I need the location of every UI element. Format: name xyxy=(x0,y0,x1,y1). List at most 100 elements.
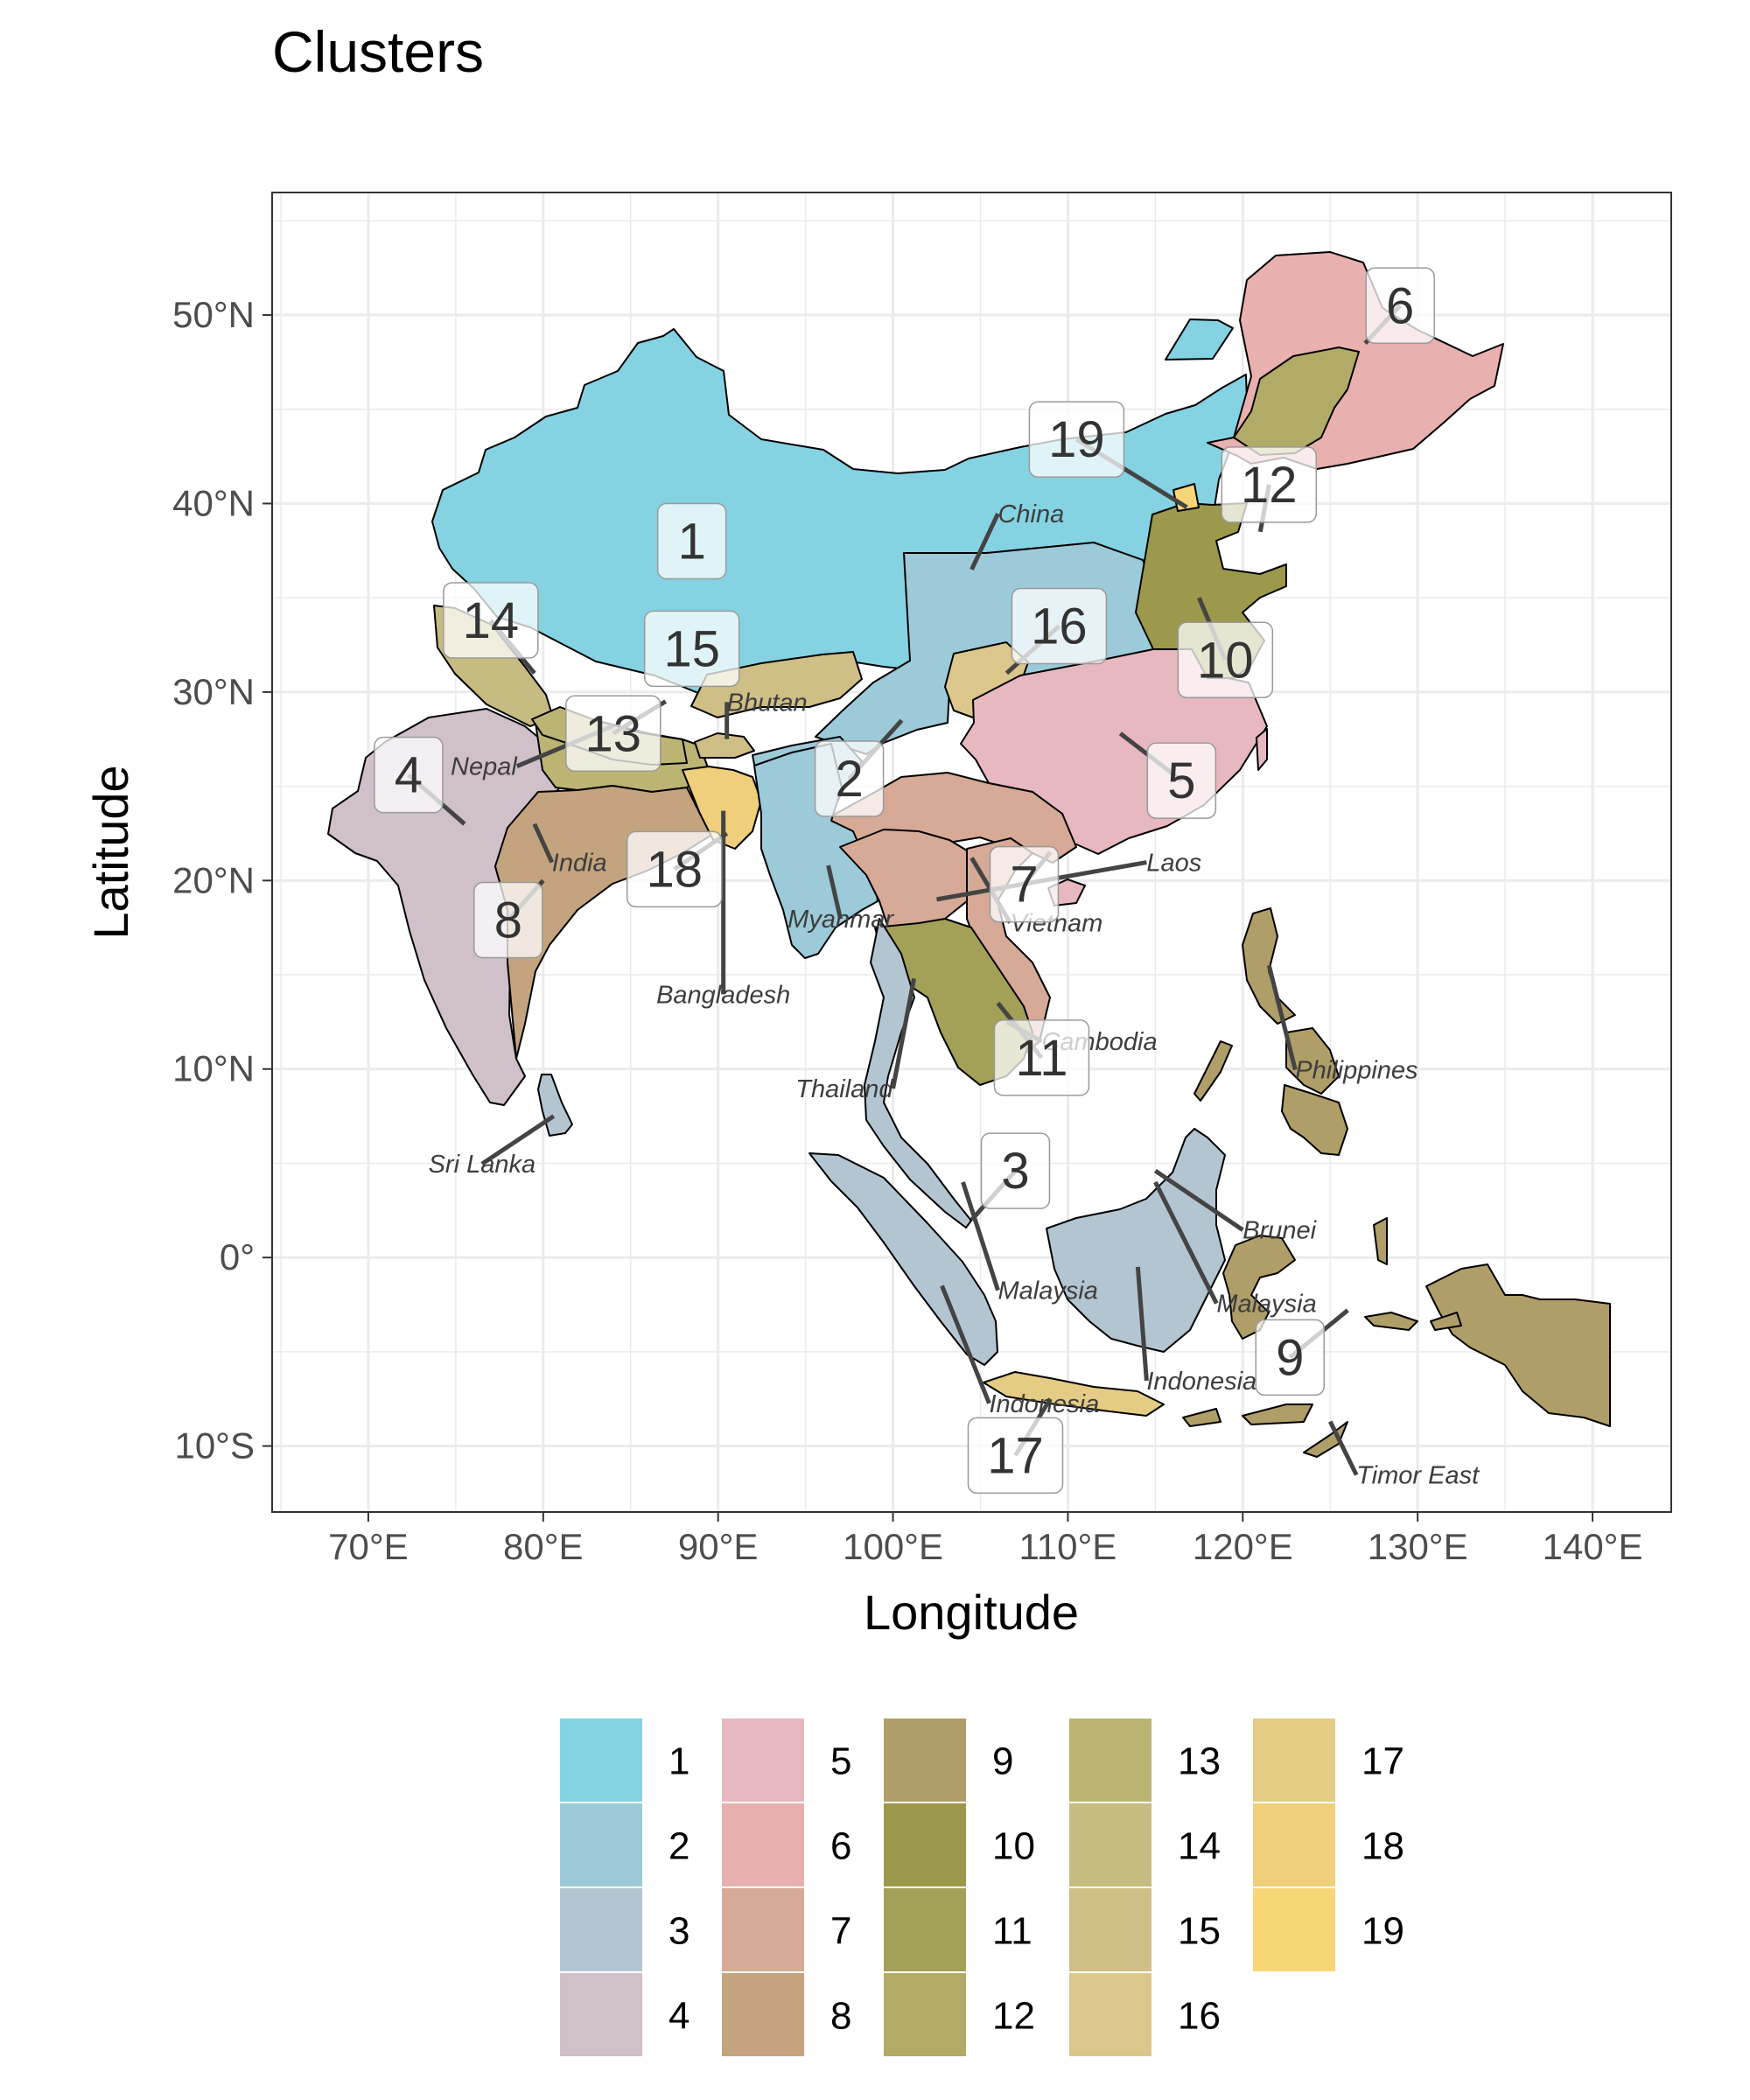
cluster-label-box xyxy=(1146,742,1217,819)
cluster-label-box xyxy=(980,1132,1051,1209)
country-label: China xyxy=(998,500,1064,528)
country-label: Malaysia xyxy=(998,1278,1097,1306)
country-label: Malaysia xyxy=(1216,1291,1316,1319)
mindanao-region xyxy=(1281,1084,1348,1156)
legend-key-cluster-18 xyxy=(1253,1803,1335,1886)
cluster-label-box xyxy=(374,736,444,814)
new-guinea-region xyxy=(1425,1264,1611,1427)
y-axis-title: Latitude xyxy=(83,765,138,939)
legend-label: 4 xyxy=(668,1995,690,2038)
cluster-label-box xyxy=(643,610,740,688)
land-layer xyxy=(327,251,1611,1458)
country-label: Philippines xyxy=(1295,1057,1418,1085)
plot-panel-border xyxy=(271,192,1672,1513)
java-region xyxy=(983,1371,1165,1417)
maluku-region xyxy=(1364,1312,1418,1331)
cluster-label: 3 xyxy=(1001,1143,1029,1200)
cluster-label: 8 xyxy=(494,892,522,949)
legend-key-cluster-9 xyxy=(884,1718,966,1802)
legend-key-cluster-13 xyxy=(1069,1718,1152,1802)
x-tick-label: 120°E xyxy=(1193,1526,1293,1567)
country-label: Timor East xyxy=(1356,1462,1480,1490)
legend-key-cluster-1 xyxy=(560,1718,642,1802)
northeast-cluster-12-region xyxy=(1233,346,1360,456)
cluster-label: 12 xyxy=(1241,457,1298,514)
x-tick-label: 70°E xyxy=(328,1526,409,1567)
legend-key-cluster-5 xyxy=(722,1718,804,1802)
country-label-leader xyxy=(891,977,916,1089)
cluster-label-box xyxy=(1028,401,1125,478)
china-cluster-15-region xyxy=(690,651,863,718)
lesser-sunda-islands-2-region xyxy=(1242,1404,1313,1425)
country-label: Brunei xyxy=(1242,1217,1317,1245)
cluster-label: 4 xyxy=(395,747,423,804)
cluster-label-box xyxy=(1177,621,1274,699)
axis-ticks-layer: 70°E 80°E 90°E 100°E 110°E 120°E 130°E 140°E50°… xyxy=(172,294,1642,1567)
country-label-leader xyxy=(970,512,1000,570)
country-label-leader xyxy=(1135,1266,1149,1382)
y-tick-label: 40°N xyxy=(172,482,255,523)
cluster-label: 18 xyxy=(646,841,703,898)
lesser-sunda-islands-1-region xyxy=(1182,1408,1222,1427)
cluster-label-box xyxy=(565,695,662,773)
country-label-leader xyxy=(1153,1169,1244,1232)
cluster-label-box xyxy=(989,845,1060,923)
y-tick-label: 0° xyxy=(220,1236,255,1278)
bangladesh-region xyxy=(682,766,762,850)
borneo-region xyxy=(1046,1128,1226,1353)
x-tick-label: 100°E xyxy=(843,1526,943,1567)
legend-label: 3 xyxy=(668,1910,690,1953)
halmahera-region xyxy=(1373,1217,1388,1265)
cluster-label: 14 xyxy=(463,592,520,649)
country-label: Bangladesh xyxy=(656,981,790,1009)
country-label-leader xyxy=(480,1114,556,1166)
cluster-label: 16 xyxy=(1031,598,1088,654)
legend-key-cluster-7 xyxy=(722,1888,804,1971)
country-label: Indonesia xyxy=(1146,1368,1256,1396)
cluster-label: 19 xyxy=(1048,411,1105,468)
taiwan-region xyxy=(1256,728,1268,771)
x-tick-label: 90°E xyxy=(678,1526,759,1567)
country-label: Myanmar xyxy=(788,906,894,934)
cluster-label: 7 xyxy=(1010,857,1038,914)
x-axis-title: Longitude xyxy=(864,1585,1079,1640)
country-label-leader xyxy=(961,1181,1000,1292)
cluster-label-box xyxy=(1255,1319,1326,1396)
cluster-label-box xyxy=(473,881,543,959)
legend-key-cluster-12 xyxy=(884,1973,966,2056)
cluster-label-box xyxy=(993,1019,1090,1096)
country-label: India xyxy=(552,850,607,878)
legend-label: 9 xyxy=(992,1740,1013,1783)
legend-key-cluster-4 xyxy=(560,1973,642,2056)
bhutan-region xyxy=(694,732,755,759)
y-tick-label: 20°N xyxy=(172,859,255,900)
cluster-label-box xyxy=(1365,267,1435,345)
legend-label: 1 xyxy=(668,1740,690,1783)
cluster-label: 17 xyxy=(987,1427,1044,1484)
legend-key-cluster-10 xyxy=(884,1803,966,1886)
legend-key-cluster-2 xyxy=(560,1803,642,1886)
y-tick-label: 30°N xyxy=(172,671,255,712)
country-label: Sri Lanka xyxy=(429,1151,536,1179)
country-label: Laos xyxy=(1146,850,1201,878)
malay-peninsula-cluster-3-region xyxy=(864,918,972,1228)
legend-label: 5 xyxy=(830,1740,851,1783)
country-label-layer: China Bhutan Nepal India Bangladesh Myanmar La… xyxy=(429,500,1481,1490)
cluster-label: 13 xyxy=(584,705,641,762)
legend-label: 11 xyxy=(992,1910,1032,1953)
cluster-label: 5 xyxy=(1167,752,1195,809)
country-label-leader xyxy=(826,864,844,920)
cluster-label-box xyxy=(1221,446,1318,523)
country-label: Thailand xyxy=(795,1075,893,1103)
x-tick-label: 140°E xyxy=(1543,1526,1643,1567)
cluster-label: 1 xyxy=(678,514,706,570)
y-tick-label: 50°N xyxy=(172,294,255,335)
legend-label: 8 xyxy=(830,1995,851,2038)
cluster-label-box xyxy=(967,1417,1064,1494)
x-tick-label: 130°E xyxy=(1368,1526,1468,1567)
cluster-label-box xyxy=(443,582,539,659)
northeast-cluster-1-region xyxy=(1165,318,1234,360)
